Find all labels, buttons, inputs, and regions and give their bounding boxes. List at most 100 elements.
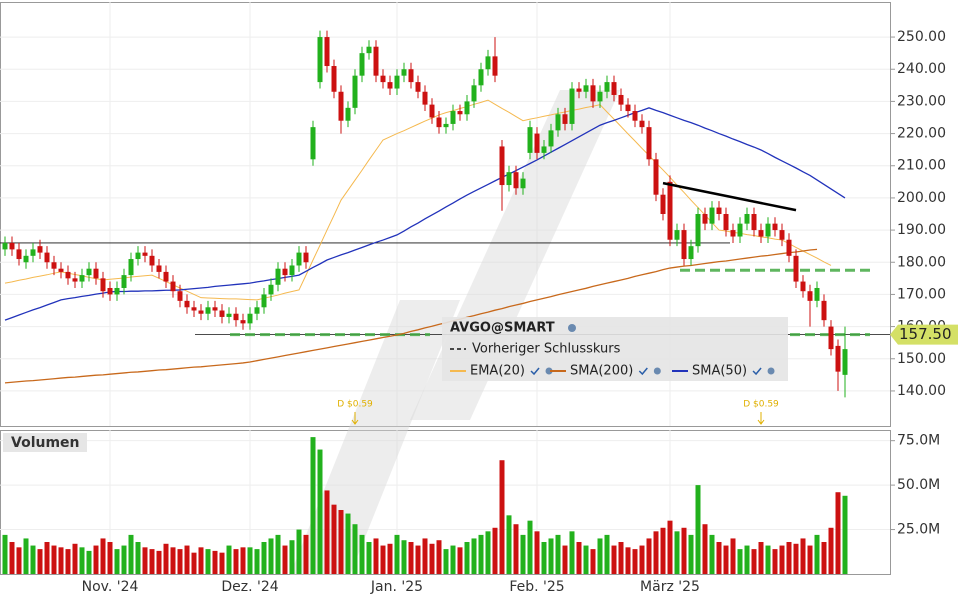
candle-body [303,252,309,263]
volume-bar [597,538,603,574]
volume-bar [233,549,239,574]
y-tick-label: 180.00 [897,254,946,270]
candle-body [191,307,197,311]
y-tick-label: 150.00 [897,351,946,367]
candle-body [37,246,43,253]
y-tick-label: 200.00 [897,190,946,206]
volume-bar [380,545,386,574]
candle-body [492,56,498,76]
volume-bar [296,529,302,574]
volume-bar [121,545,127,574]
candle-body [709,207,715,224]
volume-bar [156,550,162,574]
y-tick-label: 170.00 [897,286,946,302]
x-tick-label: Feb. '25 [509,579,564,595]
legend-check [638,367,648,376]
volume-bar [590,549,596,574]
candle-body [730,230,736,237]
candle-body [58,268,64,272]
candle-body [681,230,687,260]
candle-body [429,104,435,118]
volume-bar [219,552,225,574]
volume-bar [443,549,449,574]
candle-body [436,117,442,128]
candle-body [289,265,295,276]
candle-body [723,214,729,231]
volume-bar [429,543,435,574]
volume-bar [835,492,841,574]
candle-body [121,275,127,288]
legend-icon [767,367,775,375]
candle-body [590,85,596,102]
candle-body [128,259,134,276]
y-tick-label: 140.00 [897,383,946,399]
volume-bar [604,534,610,574]
y-tick-label: 75.0M [897,433,940,449]
candle-body [541,146,547,153]
volume-bar [331,504,337,574]
price-tag-label: 157.50 [899,325,952,343]
candle-body [359,53,365,76]
volume-bar [506,515,512,574]
candle-body [611,82,617,95]
volume-bar [779,545,785,574]
volume-bar [352,524,358,574]
candle-body [478,69,484,86]
candle-body [72,278,78,282]
volume-bar [408,542,414,574]
volume-bar [16,547,22,574]
volume-bar [422,538,428,574]
y-tick-label: 25.0M [897,522,940,538]
volume-bar [800,538,806,574]
candle-body [233,313,239,321]
volume-bar [72,543,78,574]
volume-bar [702,524,708,574]
candle-body [254,307,260,314]
candle-body [408,69,414,83]
candle-body [415,82,421,92]
volume-bar [744,545,750,574]
volume-bar [737,549,743,574]
legend-icon [545,367,553,375]
candle-body [149,255,155,266]
volume-bar [464,542,470,574]
candle-body [800,281,806,292]
volume-bar [114,549,120,574]
volume-bar [345,513,351,574]
volume-bar [170,547,176,574]
volume-bar [149,549,155,574]
dividend-label: D $0.59 [743,400,779,410]
volume-bar [660,527,666,574]
candle-body [387,82,393,89]
volume-bar [226,545,232,574]
volume-bar [128,534,134,574]
candle-body [513,172,519,189]
candle-body [555,114,561,131]
y-tick-label: 230.00 [897,93,946,109]
ma-line [4,99,832,301]
volume-bar [772,549,778,574]
volume-bar [142,547,148,574]
candle-body [30,249,36,256]
candle-body [520,178,526,189]
volume-bar [303,534,309,574]
candle-body [275,268,281,285]
candle-body [457,111,463,115]
legend-label: EMA(20) [470,364,525,379]
candle-body [184,300,190,308]
candle-body [688,246,694,260]
candle-body [352,75,358,108]
candle-body [198,310,204,314]
volume-bar [37,549,43,574]
candle-body [632,111,638,121]
volume-bar [583,545,589,574]
volume-bar [653,531,659,574]
candle-body [394,75,400,89]
volume-bar [275,534,281,574]
volume-bar [93,545,99,574]
candle-body [156,265,162,272]
volume-bar [240,547,246,574]
dividend-arrow [351,412,359,425]
volume-bar [786,542,792,574]
volume-bar [709,534,715,574]
